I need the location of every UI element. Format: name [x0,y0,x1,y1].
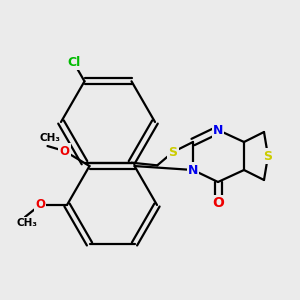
Text: N: N [213,124,223,136]
Text: S: S [263,149,272,163]
Text: CH₃: CH₃ [39,133,60,143]
Text: O: O [212,196,224,210]
Text: Cl: Cl [67,56,80,69]
Text: O: O [59,145,70,158]
Text: S: S [169,146,178,158]
Text: CH₃: CH₃ [16,218,38,228]
Text: N: N [188,164,198,176]
Text: O: O [35,199,45,212]
